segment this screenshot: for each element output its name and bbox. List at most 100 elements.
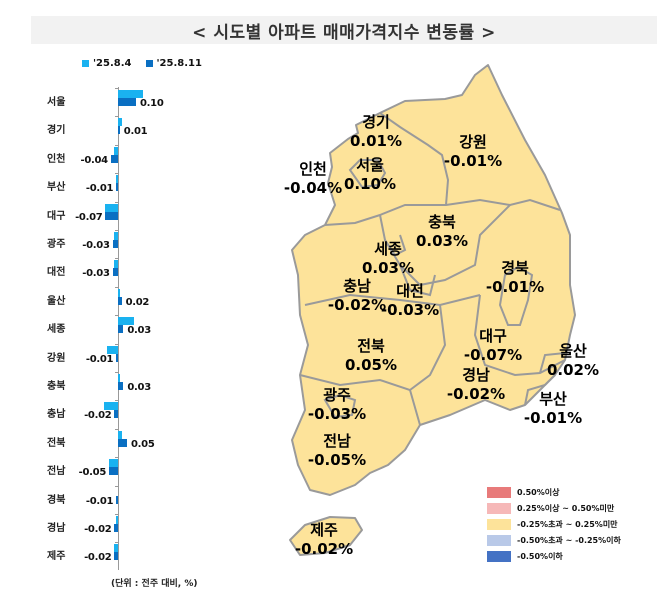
category-label: 서울 (47, 97, 66, 108)
map-region-label: 서울 0.10% (344, 156, 396, 194)
bar-curr-week (118, 126, 120, 135)
region-value: -0.03% (380, 301, 440, 319)
region-value: 0.02% (546, 361, 600, 379)
region-value: -0.01% (443, 152, 503, 170)
legend-swatch-prev (82, 60, 89, 67)
category-label: 충북 (47, 381, 66, 392)
bar-prev-week (103, 402, 118, 411)
region-value: 0.05% (344, 356, 398, 374)
data-label: 0.02 (125, 296, 150, 308)
map-legend-item: -0.25%초과 ~ 0.25%미만 (487, 516, 621, 532)
legend-item-curr-week: '25.8.11 (145, 58, 202, 69)
region-name: 충남 (343, 277, 371, 295)
category-label: 전북 (47, 437, 66, 449)
border-gyeonggi-gangwon (379, 112, 450, 206)
region-name: 서울 (356, 156, 384, 174)
data-label: -0.05 (78, 467, 107, 479)
data-label: -0.01 (85, 353, 114, 365)
map-legend-label: -0.25%초과 ~ 0.25%미만 (517, 519, 618, 529)
data-label: 0.03 (127, 382, 151, 393)
bar-prev-week (105, 203, 118, 212)
region-value: -0.02% (294, 540, 354, 558)
bar-prev-week (118, 430, 122, 439)
region-value: -0.03% (307, 405, 367, 423)
page-title: < 시도별 아파트 매매가격지수 변동률 > (192, 22, 496, 43)
map-legend-item: -0.50%이하 (487, 548, 621, 564)
category-label: 제주 (47, 551, 66, 563)
axis-tick (115, 428, 119, 430)
axis-tick (115, 343, 119, 345)
region-name: 제주 (310, 521, 338, 539)
data-label: -0.01 (85, 495, 114, 507)
bar-curr-week (118, 325, 124, 334)
axis-tick (115, 400, 119, 402)
data-label: -0.04 (80, 154, 108, 166)
map-legend-label: -0.50%초과 ~ -0.25%이하 (517, 535, 621, 545)
bar-prev-week (114, 260, 118, 269)
map-region-label: 세종 0.03% (362, 240, 414, 278)
jeju-outline (289, 516, 363, 556)
map-legend-swatch (487, 486, 511, 498)
bar-prev-week (109, 459, 118, 468)
region-value: -0.04% (283, 179, 343, 197)
bar-prev-week (118, 118, 122, 127)
category-label: 광주 (47, 239, 66, 250)
map-region-label: 경남 -0.02% (447, 366, 505, 404)
axis-tick (115, 173, 119, 175)
border-gyeongbuk-gyeongnam (473, 294, 566, 377)
border-sejong (384, 234, 407, 257)
category-label: 전남 (47, 466, 66, 478)
bar-prev-week (114, 146, 118, 155)
border-gyeonggi-south (324, 198, 561, 226)
category-label: 경기 (47, 125, 66, 137)
bar-prev-week (116, 516, 118, 524)
axis-tick (115, 144, 119, 146)
region-value: 0.03% (361, 259, 415, 277)
bar-prev-week (118, 90, 144, 98)
axis-tick (115, 88, 119, 89)
map-region-label: 제주 -0.02% (295, 521, 353, 559)
bar-curr-week (109, 467, 118, 476)
map-region-label: 대전 -0.03% (381, 282, 439, 320)
map-legend-label: 0.25%이상 ~ 0.50%미만 (517, 503, 615, 513)
map-legend-label: -0.50%이하 (517, 551, 563, 561)
map-shape (289, 64, 576, 556)
region-value: 0.03% (415, 232, 469, 250)
bar-curr-week (116, 183, 118, 192)
region-value: 0.10% (343, 175, 397, 193)
map-region-label: 충남 -0.02% (328, 277, 386, 315)
legend-label-curr: '25.8.11 (156, 58, 202, 69)
category-label: 경북 (47, 494, 66, 506)
region-value: -0.02% (446, 385, 506, 403)
map-region-label: 울산 0.02% (547, 342, 599, 380)
bar-chart: 서울 0.10 경기 0.01 인천 -0.04 부산 -0.01 대구 -0.07 광주 -0.03… (0, 80, 230, 580)
map-legend-item: -0.50%초과 ~ -0.25%이하 (487, 532, 621, 548)
region-value: 0.01% (349, 132, 403, 150)
border-busan (524, 374, 556, 406)
region-name: 대구 (479, 327, 507, 345)
bar-curr-week (105, 211, 118, 220)
region-name: 강원 (459, 133, 487, 151)
bar-curr-week (116, 353, 118, 362)
bar-prev-week (107, 345, 118, 354)
title-bar: < 시도별 아파트 매매가격지수 변동률 > (31, 16, 657, 44)
map-legend-swatch (487, 550, 511, 562)
bar-prev-week (114, 232, 118, 240)
axis-tick (115, 286, 119, 288)
map-legend-item: 0.50%이상 (487, 484, 621, 500)
region-name: 울산 (559, 342, 587, 360)
axis-tick (115, 485, 119, 487)
data-label: -0.07 (75, 211, 103, 223)
map-legend-swatch (487, 534, 511, 546)
category-label: 대구 (47, 210, 66, 222)
map-region-label: 인천 -0.04% (284, 160, 342, 198)
bar-curr-week (110, 154, 118, 163)
bar-curr-week (114, 410, 118, 419)
chart-legend: '25.8.4 '25.8.11 (82, 58, 202, 69)
region-name: 인천 (299, 160, 327, 178)
map-legend: 0.50%이상 0.25%이상 ~ 0.50%미만 -0.25%초과 ~ 0.25%… (487, 484, 621, 564)
data-label: 0.05 (131, 438, 155, 450)
map-region-label: 전북 0.05% (345, 337, 397, 375)
bar-curr-week (118, 98, 136, 106)
axis-tick (115, 457, 119, 459)
